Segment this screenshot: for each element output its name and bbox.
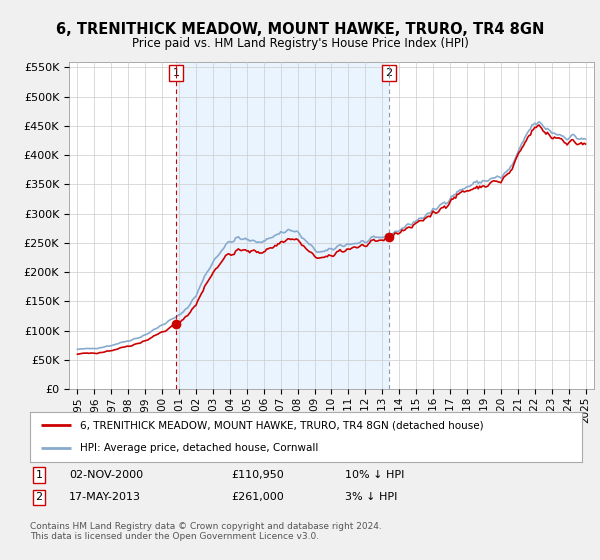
Text: 17-MAY-2013: 17-MAY-2013 [69,492,141,502]
Text: £261,000: £261,000 [231,492,284,502]
Bar [176,62,389,389]
Text: 6, TRENITHICK MEADOW, MOUNT HAWKE, TRURO, TR4 8GN (detached house): 6, TRENITHICK MEADOW, MOUNT HAWKE, TRURO… [80,420,484,430]
Text: 1: 1 [35,470,43,480]
Text: Contains HM Land Registry data © Crown copyright and database right 2024.
This d: Contains HM Land Registry data © Crown c… [30,522,382,542]
Text: 2: 2 [385,68,392,78]
Text: £110,950: £110,950 [231,470,284,480]
Text: HPI: Average price, detached house, Cornwall: HPI: Average price, detached house, Corn… [80,444,318,454]
Text: Price paid vs. HM Land Registry's House Price Index (HPI): Price paid vs. HM Land Registry's House … [131,37,469,50]
Text: 3% ↓ HPI: 3% ↓ HPI [345,492,397,502]
Text: 6, TRENITHICK MEADOW, MOUNT HAWKE, TRURO, TR4 8GN: 6, TRENITHICK MEADOW, MOUNT HAWKE, TRURO… [56,22,544,38]
Text: 2: 2 [35,492,43,502]
Text: 1: 1 [173,68,180,78]
Text: 02-NOV-2000: 02-NOV-2000 [69,470,143,480]
Text: 10% ↓ HPI: 10% ↓ HPI [345,470,404,480]
